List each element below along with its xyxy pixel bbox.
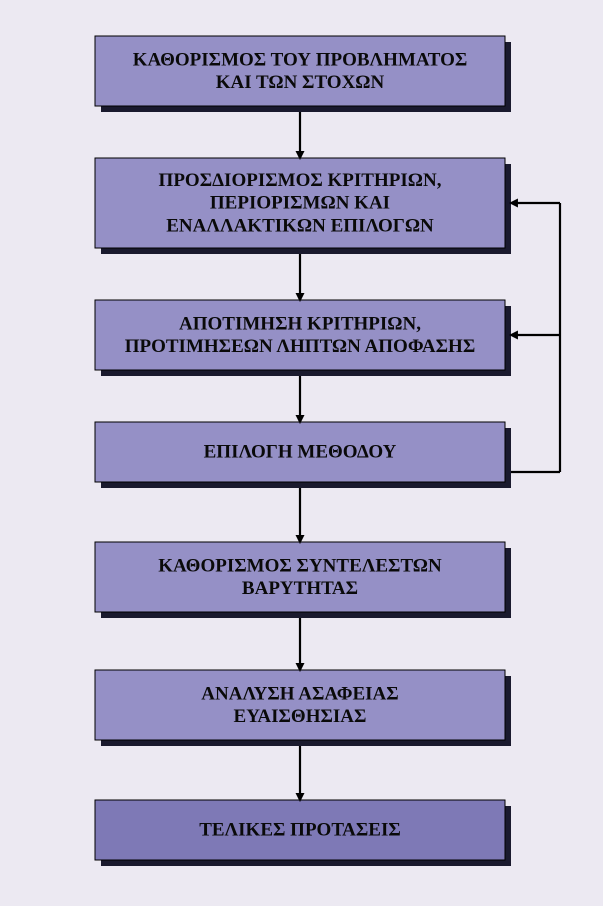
flowchart-node-n5: ΚΑΘΟΡΙΣΜΟΣ ΣΥΝΤΕΛΕΣΤΩΝΒΑΡΥΤΗΤΑΣ — [95, 542, 511, 618]
node-label: ΑΝΑΛΥΣΗ ΑΣΑΦΕΙΑΣ — [201, 683, 398, 704]
node-label: ΠΡΟΣΔΙΟΡΙΣΜΟΣ ΚΡΙΤΗΡΙΩΝ, — [159, 170, 442, 191]
node-label: ΑΠΟΤΙΜΗΣΗ ΚΡΙΤΗΡΙΩΝ, — [179, 313, 421, 334]
flowchart-node-n7: ΤΕΛΙΚΕΣ ΠΡΟΤΑΣΕΙΣ — [95, 800, 511, 866]
flowchart-node-n6: ΑΝΑΛΥΣΗ ΑΣΑΦΕΙΑΣΕΥΑΙΣΘΗΣΙΑΣ — [95, 670, 511, 746]
node-label: ΒΑΡΥΤΗΤΑΣ — [242, 578, 358, 599]
node-label: ΠΡΟΤΙΜΗΣΕΩΝ ΛΗΠΤΩΝ ΑΠΟΦΑΣΗΣ — [125, 336, 476, 357]
node-label: ΕΥΑΙΣΘΗΣΙΑΣ — [234, 706, 367, 727]
node-label: ΚΑΘΟΡΙΣΜΟΣ ΤΟΥ ΠΡΟΒΛΗΜΑΤΟΣ — [133, 49, 468, 70]
flowchart-node-n2: ΠΡΟΣΔΙΟΡΙΣΜΟΣ ΚΡΙΤΗΡΙΩΝ,ΠΕΡΙΟΡΙΣΜΩΝ ΚΑΙΕ… — [95, 158, 511, 254]
node-label: ΚΑΙ ΤΩΝ ΣΤΟΧΩΝ — [216, 72, 385, 93]
flowchart-node-n4: ΕΠΙΛΟΓΗ ΜΕΘΟΔΟΥ — [95, 422, 511, 488]
flowchart-node-n3: ΑΠΟΤΙΜΗΣΗ ΚΡΙΤΗΡΙΩΝ,ΠΡΟΤΙΜΗΣΕΩΝ ΛΗΠΤΩΝ Α… — [95, 300, 511, 376]
flowchart-node-n1: ΚΑΘΟΡΙΣΜΟΣ ΤΟΥ ΠΡΟΒΛΗΜΑΤΟΣΚΑΙ ΤΩΝ ΣΤΟΧΩΝ — [95, 36, 511, 112]
node-label: ΤΕΛΙΚΕΣ ΠΡΟΤΑΣΕΙΣ — [199, 820, 401, 841]
node-label: ΠΕΡΙΟΡΙΣΜΩΝ ΚΑΙ — [210, 193, 390, 214]
node-label: ΕΠΙΛΟΓΗ ΜΕΘΟΔΟΥ — [204, 442, 397, 463]
node-label: ΚΑΘΟΡΙΣΜΟΣ ΣΥΝΤΕΛΕΣΤΩΝ — [158, 555, 442, 576]
node-label: ΕΝΑΛΛΑΚΤΙΚΩΝ ΕΠΙΛΟΓΩΝ — [166, 216, 434, 237]
flowchart-diagram: ΚΑΘΟΡΙΣΜΟΣ ΤΟΥ ΠΡΟΒΛΗΜΑΤΟΣΚΑΙ ΤΩΝ ΣΤΟΧΩΝ… — [0, 0, 603, 906]
